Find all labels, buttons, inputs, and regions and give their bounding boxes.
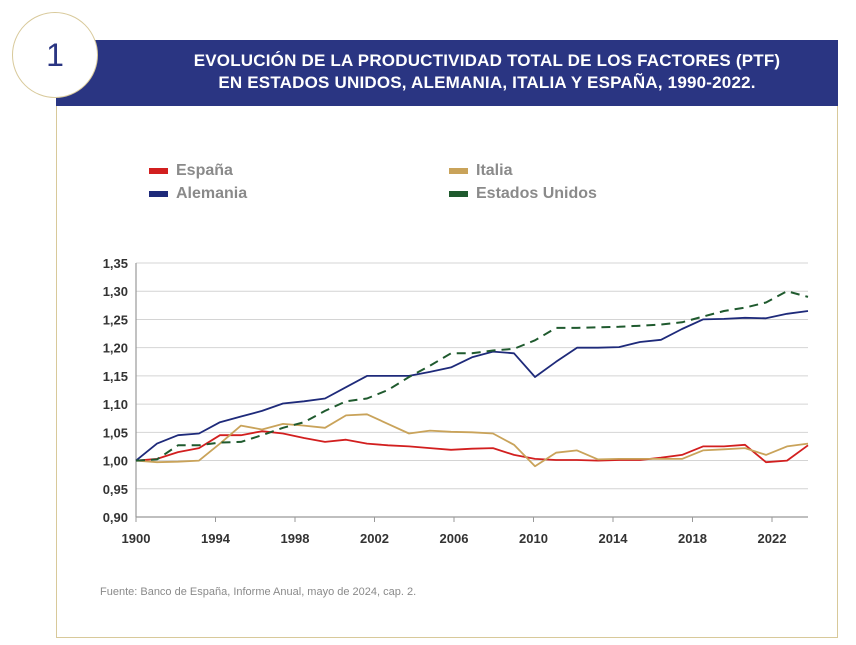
series-line-italia <box>135 413 809 468</box>
figure-number: 1 <box>46 36 64 73</box>
y-tick-label-2: 1,25 <box>103 312 128 327</box>
y-tick-label-3: 1,20 <box>103 341 128 356</box>
x-tick-label-0: 1900 <box>122 531 151 546</box>
legend-swatch-estados-unidos <box>449 191 468 197</box>
x-tick-label-8: 2022 <box>758 531 787 546</box>
series-line-estados-unidos <box>135 290 809 462</box>
y-tick-label-4: 1,15 <box>103 369 128 384</box>
series-line-alemania <box>135 310 809 462</box>
legend-label-alemania: Alemania <box>176 185 248 202</box>
y-tick-label-7: 1,00 <box>103 454 128 469</box>
x-tick-label-4: 2006 <box>440 531 469 546</box>
series-line-espana <box>135 430 809 464</box>
chart-title-line-1: EVOLUCIÓN DE LA PRODUCTIVIDAD TOTAL DE L… <box>193 51 781 70</box>
chart-title: EVOLUCIÓN DE LA PRODUCTIVIDAD TOTAL DE L… <box>156 50 818 94</box>
x-tick-label-6: 2014 <box>599 531 629 546</box>
legend-item-estados-unidos: Estados Unidos <box>449 185 597 203</box>
x-tick-label-3: 2002 <box>360 531 389 546</box>
title-banner: EVOLUCIÓN DE LA PRODUCTIVIDAD TOTAL DE L… <box>56 40 838 106</box>
x-tick-label-5: 2010 <box>519 531 548 546</box>
chart-frame <box>56 104 838 638</box>
legend-item-alemania: Alemania <box>149 185 247 203</box>
x-tick-label-7: 2018 <box>678 531 707 546</box>
y-tick-label-8: 0,95 <box>103 482 128 497</box>
x-tick-label-1: 1994 <box>201 531 231 546</box>
legend-swatch-espana <box>149 168 168 174</box>
x-tick-label-2: 1998 <box>281 531 310 546</box>
source-note: Fuente: Banco de España, Informe Anual, … <box>100 586 417 598</box>
legend-item-italia: Italia <box>449 162 512 180</box>
chart-title-line-2: EN ESTADOS UNIDOS, ALEMANIA, ITALIA Y ES… <box>218 73 756 92</box>
y-tick-label-5: 1,10 <box>103 397 128 412</box>
y-tick-label-6: 1,05 <box>103 425 128 440</box>
figure-number-badge: 1 <box>12 12 98 98</box>
legend-label-espana: España <box>176 162 233 179</box>
legend-label-estados-unidos: Estados Unidos <box>476 185 597 202</box>
y-tick-label-1: 1,30 <box>103 284 128 299</box>
legend-label-italia: Italia <box>476 162 513 179</box>
y-tick-label-9: 0,90 <box>103 510 128 525</box>
legend-swatch-alemania <box>149 191 168 197</box>
y-tick-label-0: 1,35 <box>103 256 128 271</box>
legend-swatch-italia <box>449 168 468 174</box>
legend-item-espana: España <box>149 162 233 180</box>
